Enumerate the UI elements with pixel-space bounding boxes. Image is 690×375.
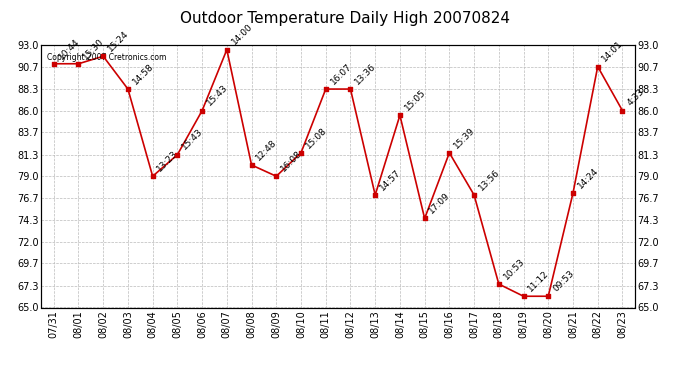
Text: 14:01: 14:01: [600, 39, 625, 64]
Point: [444, 150, 455, 156]
Text: 13:56: 13:56: [477, 168, 502, 192]
Point: [543, 293, 554, 299]
Text: 14:24: 14:24: [575, 166, 600, 190]
Text: 13:36: 13:36: [353, 62, 378, 86]
Text: 14:58: 14:58: [130, 62, 155, 86]
Point: [197, 108, 208, 114]
Point: [345, 86, 356, 92]
Text: 15:39: 15:39: [452, 125, 477, 150]
Text: 10:53: 10:53: [502, 256, 526, 281]
Text: 15:43: 15:43: [180, 128, 205, 152]
Text: 15:43: 15:43: [205, 83, 230, 108]
Text: 16:08: 16:08: [279, 149, 304, 174]
Text: 15:30: 15:30: [81, 36, 106, 61]
Text: 12:48: 12:48: [255, 138, 279, 162]
Point: [320, 86, 331, 92]
Point: [370, 192, 381, 198]
Text: 14:00: 14:00: [230, 22, 254, 47]
Text: Copyright 2007 Cretronics.com: Copyright 2007 Cretronics.com: [48, 53, 167, 62]
Text: 15:05: 15:05: [403, 88, 427, 112]
Point: [122, 86, 133, 92]
Text: 10:44: 10:44: [57, 36, 81, 61]
Text: 17:09: 17:09: [427, 191, 452, 216]
Text: 15:24: 15:24: [106, 29, 130, 54]
Point: [567, 190, 578, 196]
Point: [73, 61, 84, 67]
Point: [147, 173, 158, 179]
Text: 14:57: 14:57: [378, 168, 402, 192]
Text: 09:53: 09:53: [551, 269, 575, 294]
Text: Outdoor Temperature Daily High 20070824: Outdoor Temperature Daily High 20070824: [180, 11, 510, 26]
Text: 16:07: 16:07: [328, 62, 353, 86]
Point: [419, 215, 430, 221]
Point: [518, 293, 529, 299]
Point: [246, 162, 257, 168]
Point: [469, 192, 480, 198]
Point: [493, 281, 504, 287]
Point: [221, 46, 233, 53]
Point: [98, 53, 109, 59]
Point: [617, 108, 628, 114]
Point: [395, 112, 406, 118]
Text: 13:23: 13:23: [155, 149, 180, 174]
Text: 15:08: 15:08: [304, 125, 328, 150]
Text: 4:33: 4:33: [625, 87, 646, 108]
Point: [295, 150, 306, 156]
Text: 11:12: 11:12: [526, 269, 551, 294]
Point: [48, 61, 59, 67]
Point: [592, 63, 603, 69]
Point: [172, 152, 183, 157]
Point: [270, 173, 282, 179]
